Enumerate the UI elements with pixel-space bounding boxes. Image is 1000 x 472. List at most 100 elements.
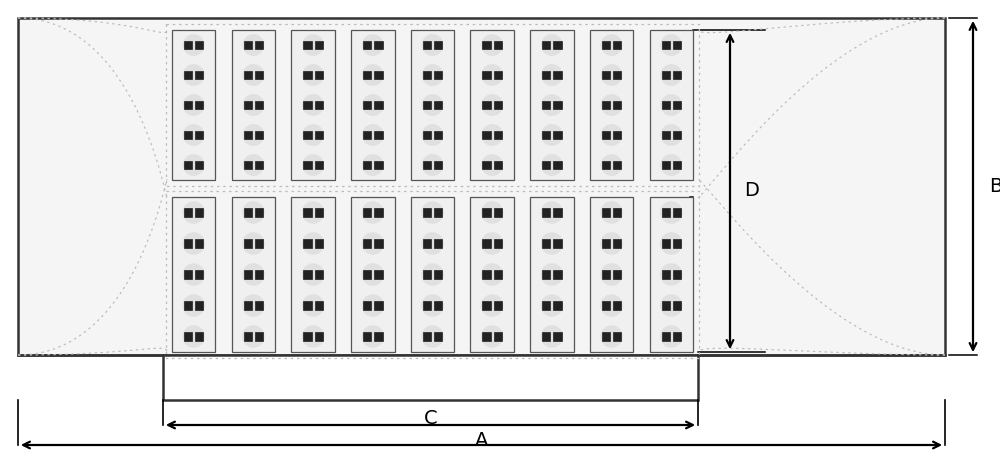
Bar [470, 30, 514, 180]
Circle shape [482, 125, 502, 145]
Bar [590, 30, 633, 180]
Bar [255, 71, 263, 79]
Bar [374, 71, 383, 79]
Bar [482, 161, 491, 169]
Circle shape [422, 233, 443, 254]
Bar [553, 270, 562, 278]
Bar [482, 239, 491, 248]
Circle shape [542, 35, 562, 55]
Bar [423, 208, 431, 217]
Bar [315, 101, 323, 109]
Bar [291, 197, 335, 352]
Circle shape [362, 233, 383, 254]
Text: A: A [475, 431, 488, 450]
Circle shape [243, 264, 264, 285]
Bar [553, 208, 562, 217]
Circle shape [303, 95, 323, 115]
Bar [650, 197, 693, 352]
Bar [244, 161, 252, 169]
Bar [553, 41, 562, 49]
Bar [423, 161, 431, 169]
Circle shape [184, 35, 204, 55]
Circle shape [184, 125, 204, 145]
Bar [602, 270, 610, 278]
Circle shape [422, 95, 443, 115]
Bar [303, 131, 312, 139]
Bar [184, 101, 192, 109]
Bar [195, 71, 203, 79]
Bar [303, 101, 312, 109]
Bar [423, 332, 431, 341]
Bar [184, 41, 192, 49]
Bar [613, 239, 621, 248]
Circle shape [363, 95, 383, 115]
Circle shape [422, 264, 443, 285]
Bar [434, 302, 442, 310]
Bar [494, 239, 502, 248]
Bar [315, 208, 323, 217]
Bar [482, 101, 491, 109]
Bar [650, 30, 693, 180]
Circle shape [363, 35, 383, 55]
Bar [542, 41, 550, 49]
Circle shape [601, 264, 622, 285]
Circle shape [601, 95, 622, 115]
Circle shape [542, 125, 562, 145]
Bar [374, 41, 383, 49]
Bar [351, 197, 395, 352]
Circle shape [243, 295, 264, 316]
Bar [434, 41, 442, 49]
Bar [662, 302, 670, 310]
Bar [494, 161, 502, 169]
Circle shape [482, 65, 502, 85]
Bar [184, 161, 192, 169]
Bar [195, 101, 203, 109]
Text: B: B [989, 177, 1000, 196]
Circle shape [422, 155, 443, 175]
Circle shape [362, 295, 383, 316]
Circle shape [482, 326, 503, 347]
Circle shape [303, 202, 324, 223]
Bar [673, 71, 681, 79]
Bar [315, 131, 323, 139]
Circle shape [184, 155, 204, 175]
Bar [673, 270, 681, 278]
Bar [195, 270, 203, 278]
Bar [423, 302, 431, 310]
Bar [184, 71, 192, 79]
Bar [255, 161, 263, 169]
Bar [195, 332, 203, 341]
Bar [244, 208, 252, 217]
Text: D: D [744, 182, 759, 201]
Bar [184, 302, 192, 310]
Circle shape [362, 202, 383, 223]
Circle shape [541, 326, 562, 347]
Bar [244, 101, 252, 109]
Circle shape [601, 202, 622, 223]
Circle shape [183, 295, 204, 316]
Bar [673, 239, 681, 248]
Bar [662, 161, 670, 169]
Bar [423, 239, 431, 248]
Bar [255, 101, 263, 109]
Bar [482, 131, 491, 139]
Circle shape [541, 295, 562, 316]
Bar [602, 41, 610, 49]
Bar [363, 239, 371, 248]
Bar [255, 131, 263, 139]
Bar [494, 41, 502, 49]
Bar [602, 239, 610, 248]
Bar [673, 208, 681, 217]
Bar [411, 30, 454, 180]
Bar [374, 332, 383, 341]
Bar [434, 208, 442, 217]
Bar [482, 71, 491, 79]
Bar [363, 101, 371, 109]
Bar [662, 270, 670, 278]
Text: C: C [424, 409, 437, 428]
Bar [602, 71, 610, 79]
Bar [662, 131, 670, 139]
Circle shape [661, 326, 682, 347]
Bar [613, 161, 621, 169]
Bar [662, 208, 670, 217]
